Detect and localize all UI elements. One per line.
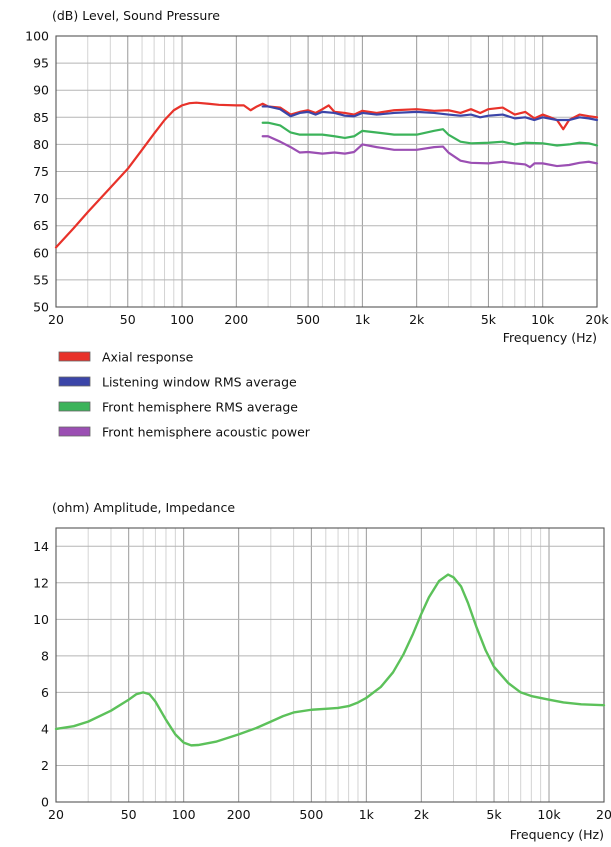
y-tick-label: 8 [41, 648, 49, 663]
y-tick-label: 50 [33, 300, 49, 315]
impedance-y-tick-labels: 0 2 4 6 8 10 12 14 [33, 539, 49, 810]
legend-swatch [58, 351, 91, 362]
y-tick-label: 80 [33, 137, 49, 152]
y-tick-label: 100 [25, 29, 49, 44]
legend-label: Axial response [102, 350, 194, 365]
y-tick-label: 95 [33, 56, 49, 71]
spl-chart-title: (dB) Level, Sound Pressure [52, 8, 220, 23]
y-tick-label: 10 [33, 612, 49, 627]
impedance-chart-title: (ohm) Amplitude, Impedance [52, 500, 235, 515]
x-tick-label: 1k [355, 312, 371, 327]
x-tick-label: 2k [409, 312, 425, 327]
series-line-2 [261, 105, 599, 122]
series-line-4 [261, 135, 599, 169]
impedance-series [54, 573, 606, 747]
x-tick-label: 200 [227, 807, 251, 822]
x-tick-label: 50 [120, 312, 136, 327]
impedance-chart: (ohm) Amplitude, Impedance 0 2 4 6 8 10 12 14 2… [33, 500, 611, 842]
y-tick-label: 12 [33, 575, 49, 590]
y-tick-label: 14 [33, 539, 49, 554]
spl-chart: (dB) Level, Sound Pressure 50 55 60 65 70 75 8… [25, 8, 609, 440]
spl-x-axis-label: Frequency (Hz) [503, 330, 597, 345]
y-tick-label: 90 [33, 83, 49, 98]
x-tick-label: 500 [299, 807, 323, 822]
x-tick-label: 20k [585, 312, 609, 327]
y-tick-label: 70 [33, 191, 49, 206]
x-tick-label: 200 [224, 312, 248, 327]
x-tick-label: 100 [172, 807, 196, 822]
legend-label: Listening window RMS average [102, 375, 297, 390]
x-tick-label: 20 [48, 312, 64, 327]
x-tick-label: 5k [486, 807, 502, 822]
legend-swatch [58, 426, 91, 437]
x-tick-label: 20 [596, 807, 611, 822]
x-tick-label: 1k [359, 807, 375, 822]
spl-x-tick-labels: 20 50 100 200 500 1k 2k 5k 10k 20k [48, 312, 609, 327]
x-tick-label: 50 [121, 807, 137, 822]
y-tick-label: 85 [33, 110, 49, 125]
spl-legend: Axial response Listening window RMS avera… [58, 350, 311, 440]
spl-y-tick-labels: 50 55 60 65 70 75 80 85 90 95 100 [25, 29, 49, 315]
x-tick-label: 10k [537, 807, 561, 822]
impedance-x-tick-labels: 20 50 100 200 500 1k 2k 5k 10k 20 [48, 807, 611, 822]
impedance-grid [55, 527, 605, 803]
series-line-1 [54, 573, 606, 747]
y-tick-label: 4 [41, 721, 49, 736]
x-tick-label: 5k [481, 312, 497, 327]
x-tick-label: 500 [296, 312, 320, 327]
x-tick-label: 100 [170, 312, 194, 327]
legend-swatch [58, 401, 91, 412]
legend-label: Front hemisphere RMS average [102, 400, 298, 415]
spl-series [54, 101, 599, 249]
impedance-x-axis-label: Frequency (Hz) [510, 827, 604, 842]
y-tick-label: 60 [33, 245, 49, 260]
legend-swatch [58, 376, 91, 387]
series-line-3 [261, 121, 599, 147]
legend-label: Front hemisphere acoustic power [102, 425, 311, 440]
x-tick-label: 20 [48, 807, 64, 822]
y-tick-label: 6 [41, 685, 49, 700]
y-tick-label: 65 [33, 218, 49, 233]
y-tick-label: 75 [33, 164, 49, 179]
series-line-1 [54, 101, 599, 249]
y-tick-label: 55 [33, 272, 49, 287]
spl-grid [55, 35, 598, 308]
y-tick-label: 0 [41, 795, 49, 810]
x-tick-label: 2k [414, 807, 430, 822]
y-tick-label: 2 [41, 758, 49, 773]
x-tick-label: 10k [531, 312, 555, 327]
